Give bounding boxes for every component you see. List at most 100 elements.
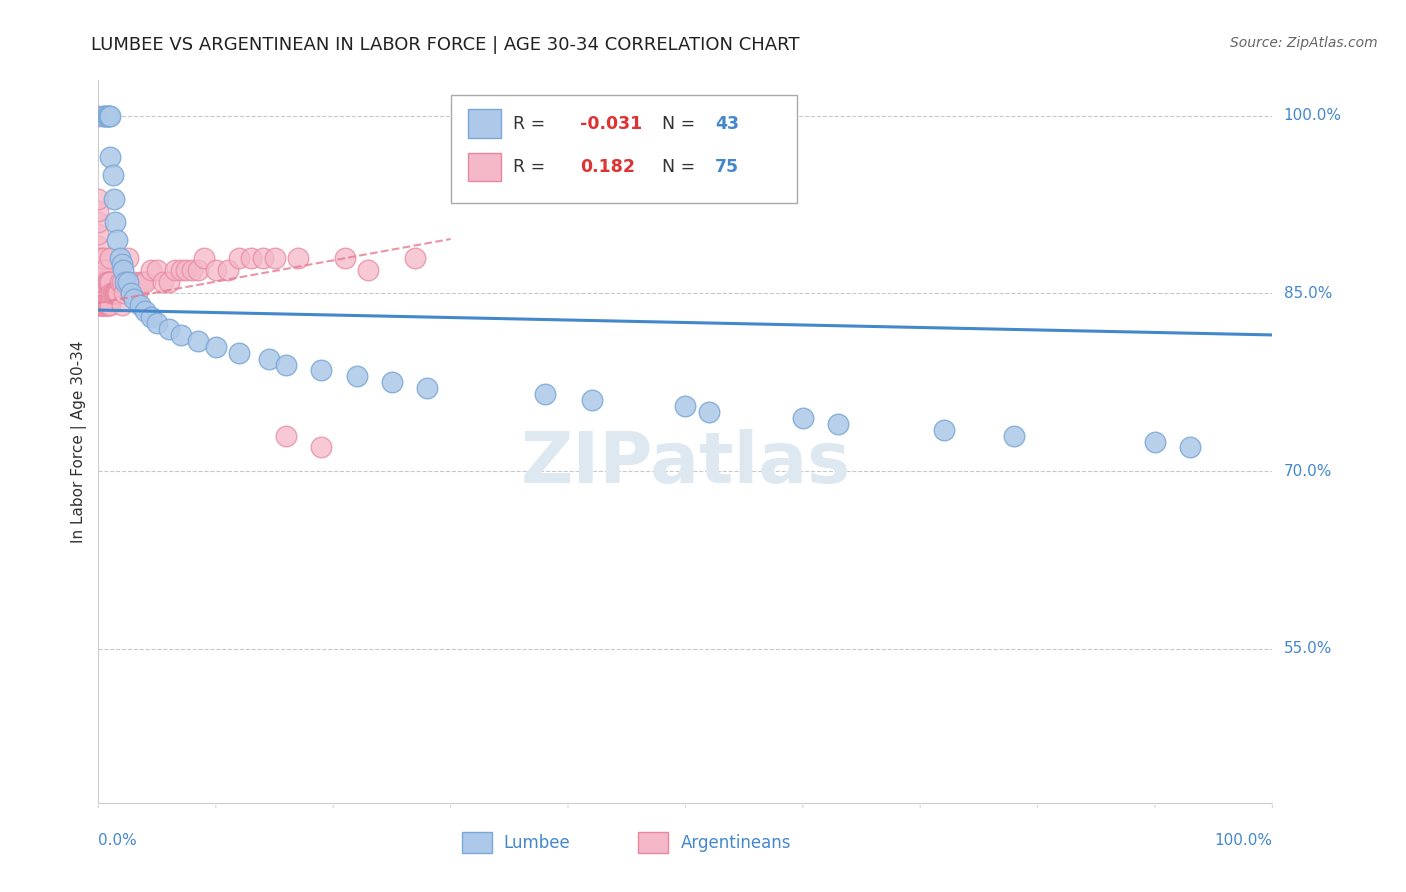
Point — [111, 257, 134, 271]
Point — [416, 381, 439, 395]
Point — [404, 251, 426, 265]
Point — [91, 298, 114, 312]
Point — [146, 262, 169, 277]
Point — [146, 316, 169, 330]
Point — [697, 405, 720, 419]
FancyBboxPatch shape — [463, 831, 492, 854]
Point — [93, 298, 115, 312]
Text: R =: R = — [513, 158, 551, 176]
Text: 85.0%: 85.0% — [1284, 286, 1331, 301]
Point — [98, 275, 121, 289]
Point — [163, 262, 186, 277]
Point — [87, 286, 110, 301]
Point — [104, 286, 127, 301]
Point — [87, 275, 110, 289]
Point — [93, 109, 115, 123]
Point — [187, 262, 209, 277]
Point — [932, 423, 955, 437]
Point — [91, 298, 114, 312]
Point — [311, 363, 333, 377]
Point — [228, 345, 250, 359]
Point — [108, 251, 131, 265]
Point — [117, 251, 139, 265]
Point — [87, 192, 110, 206]
Text: 100.0%: 100.0% — [1215, 833, 1272, 848]
Point — [91, 275, 114, 289]
FancyBboxPatch shape — [468, 109, 501, 138]
Point — [132, 275, 155, 289]
Point — [675, 399, 697, 413]
FancyBboxPatch shape — [638, 831, 668, 854]
Text: -0.031: -0.031 — [579, 115, 643, 133]
Point — [111, 298, 134, 312]
Point — [93, 275, 115, 289]
Point — [96, 275, 118, 289]
Point — [104, 215, 127, 229]
Point — [169, 327, 191, 342]
Text: R =: R = — [513, 115, 551, 133]
Point — [87, 203, 110, 218]
Point — [122, 293, 145, 307]
Point — [581, 393, 603, 408]
Text: 0.0%: 0.0% — [98, 833, 138, 848]
Point — [176, 262, 198, 277]
Point — [87, 227, 110, 242]
Point — [381, 376, 404, 390]
Point — [87, 262, 110, 277]
Point — [105, 286, 128, 301]
Point — [157, 275, 180, 289]
Point — [134, 275, 156, 289]
Point — [240, 251, 263, 265]
Point — [122, 275, 145, 289]
Text: LUMBEE VS ARGENTINEAN IN LABOR FORCE | AGE 30-34 CORRELATION CHART: LUMBEE VS ARGENTINEAN IN LABOR FORCE | A… — [91, 36, 800, 54]
Point — [114, 275, 136, 289]
Point — [127, 286, 149, 301]
Point — [101, 286, 124, 301]
Point — [827, 417, 849, 431]
Point — [112, 262, 135, 277]
Point — [169, 262, 191, 277]
Point — [128, 275, 150, 289]
Point — [276, 358, 298, 372]
Point — [98, 275, 121, 289]
Point — [157, 322, 180, 336]
Point — [117, 275, 139, 289]
Point — [128, 298, 150, 312]
Point — [105, 286, 128, 301]
Point — [117, 275, 139, 289]
Point — [89, 262, 111, 277]
Point — [93, 251, 115, 265]
Point — [134, 304, 156, 318]
Point — [276, 428, 298, 442]
Point — [193, 251, 215, 265]
Point — [90, 251, 112, 265]
Point — [103, 286, 125, 301]
Text: Argentineans: Argentineans — [681, 833, 792, 852]
Text: 55.0%: 55.0% — [1284, 641, 1331, 657]
Point — [311, 441, 333, 455]
Point — [103, 192, 125, 206]
Point — [96, 298, 118, 312]
Point — [98, 109, 121, 123]
Text: 100.0%: 100.0% — [1284, 108, 1341, 123]
Point — [101, 168, 124, 182]
Point — [111, 275, 134, 289]
Point — [181, 262, 204, 277]
Point — [263, 251, 285, 265]
Point — [94, 262, 117, 277]
Point — [1144, 434, 1167, 449]
Text: 75: 75 — [714, 158, 740, 176]
Point — [141, 310, 163, 325]
Point — [100, 286, 122, 301]
Point — [1180, 441, 1202, 455]
Point — [346, 369, 368, 384]
Point — [205, 262, 228, 277]
Point — [89, 298, 111, 312]
Point — [112, 286, 135, 301]
Point — [333, 251, 356, 265]
Point — [205, 340, 228, 354]
Text: N =: N = — [662, 115, 700, 133]
Point — [217, 262, 239, 277]
Point — [533, 387, 555, 401]
Point — [98, 298, 121, 312]
